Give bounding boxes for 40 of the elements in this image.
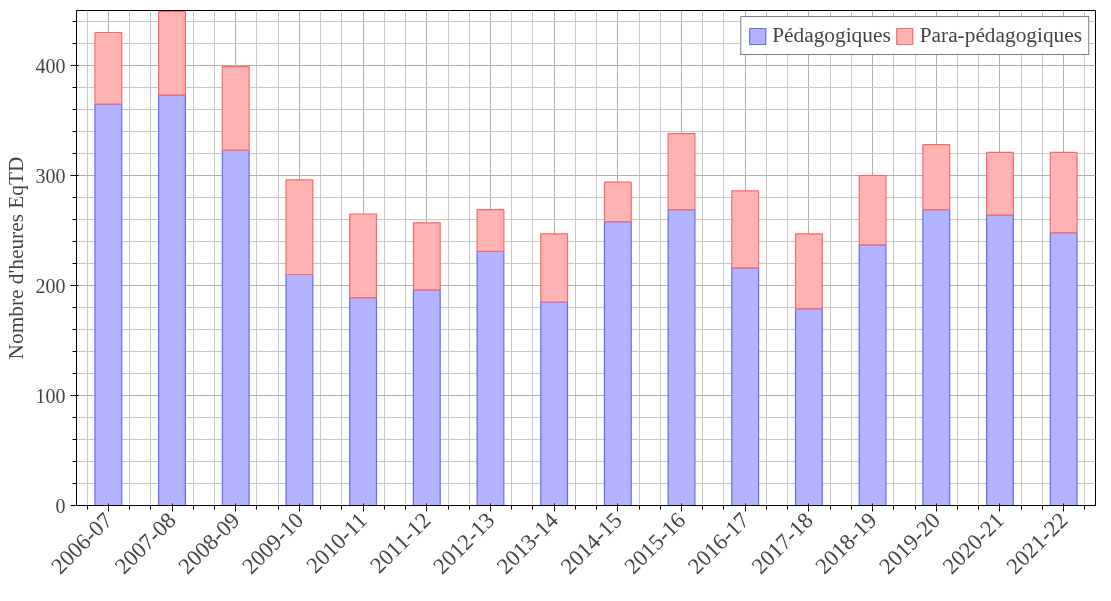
bar	[603, 181, 632, 223]
bar	[794, 308, 823, 506]
y-tick-label: 100	[35, 384, 66, 407]
bar	[158, 94, 187, 506]
legend-label: Pédagogiques	[772, 23, 891, 48]
bar	[731, 190, 760, 269]
bar	[731, 267, 760, 506]
bar	[922, 209, 951, 506]
bar	[221, 149, 250, 506]
bar	[858, 174, 887, 246]
bar	[221, 66, 250, 151]
bar	[349, 213, 378, 299]
bar	[603, 221, 632, 506]
bar	[285, 179, 314, 276]
bar	[412, 289, 441, 506]
bar	[985, 151, 1014, 216]
y-tick-label: 0	[55, 494, 66, 517]
bar	[540, 233, 569, 303]
bar	[94, 31, 123, 105]
bar	[667, 209, 696, 506]
y-tick-label: 400	[35, 54, 66, 77]
bar	[858, 244, 887, 506]
bar	[1049, 151, 1078, 234]
bar	[667, 133, 696, 211]
bar	[158, 11, 187, 96]
bar	[412, 222, 441, 291]
bar	[922, 144, 951, 211]
bar	[1049, 232, 1078, 506]
legend-label: Para-pédagogiques	[919, 23, 1082, 48]
bar	[476, 209, 505, 252]
bar	[285, 273, 314, 506]
bar	[540, 301, 569, 506]
bar	[94, 103, 123, 506]
bar	[985, 214, 1014, 506]
y-axis-title: Nombre d'heures EqTD	[3, 156, 28, 360]
y-tick-label: 200	[35, 274, 66, 297]
y-tick-label: 300	[35, 164, 66, 187]
bar	[349, 297, 378, 506]
bar	[476, 250, 505, 506]
bar	[794, 233, 823, 310]
